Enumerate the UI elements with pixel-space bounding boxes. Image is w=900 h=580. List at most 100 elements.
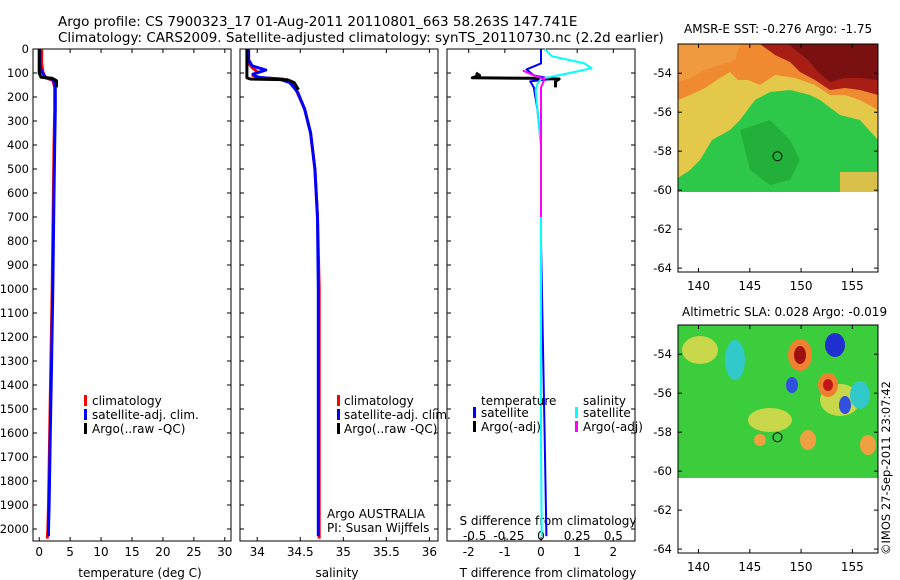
figure-title-line-1: Argo profile: CS 7900323_17 01-Aug-2011 … [58, 14, 577, 30]
sla-cyan-patch-2 [850, 381, 870, 409]
legend-label-satellite-adj: satellite-adj. clim. [344, 408, 451, 422]
sla-orange-patch-4 [754, 434, 766, 446]
map-lat-label: -58 [653, 425, 672, 439]
depth-tick-label: 1200 [0, 330, 29, 344]
depth-tick-label: 400 [7, 138, 29, 152]
x-tick-label: 35.5 [373, 545, 400, 559]
temperature-panel-frame [32, 48, 232, 542]
x-tick-label: 20 [155, 545, 170, 559]
depth-tick-label: 500 [7, 162, 29, 176]
depth-tick-label: 1000 [0, 282, 29, 296]
x-tick-label-top: -0.5 [463, 529, 486, 543]
depth-tick-label: 900 [7, 258, 29, 272]
depth-tick-label: 1400 [0, 378, 29, 392]
sla-orange-patch-5 [860, 435, 876, 455]
difference-xlabel: T difference from climatology [459, 566, 637, 580]
sla-blue-patch-3 [786, 377, 798, 393]
legend-label-argo-s: Argo(-adj) [583, 420, 643, 434]
sla-red-patch-1 [794, 346, 806, 364]
legend-swatch-satellite-t [473, 407, 476, 418]
sla-blue-patch-1 [825, 333, 845, 357]
sla-map-title: Altimetric SLA: 0.028 Argo: -0.019 [682, 305, 887, 319]
profile-line-salinity-argo-adj- [522, 69, 546, 217]
legend-swatch-satellite-adj [84, 409, 87, 420]
map-axes: -54 -56 -58 -60 -62 -64 140 145 150 155 -54 -56 -58 -… [653, 43, 879, 574]
profile-line-salinity-satellite [534, 48, 593, 537]
x-tick-label: -2 [463, 545, 475, 559]
depth-tick-label: 100 [7, 66, 29, 80]
map-frame [677, 324, 879, 554]
x-tick-label: 2 [609, 545, 617, 559]
legend-swatch-argo [84, 423, 87, 434]
salinity-xlabel: salinity [315, 566, 358, 580]
map-lon-label: 150 [790, 560, 813, 574]
map-lon-label: 150 [790, 279, 813, 293]
map-lon-label: 155 [841, 560, 864, 574]
map-lat-label: -64 [653, 261, 672, 275]
legend-swatch-satellite-adj [337, 409, 340, 420]
depth-tick-label: 600 [7, 186, 29, 200]
argo-location-marker [772, 432, 783, 443]
sla-orange-patch-3 [800, 430, 816, 450]
map-lat-label: -60 [653, 464, 672, 478]
sst-cool-patch [740, 120, 800, 185]
profile-line-argo-raw-qc- [245, 49, 300, 91]
x-tick-label: 15 [124, 545, 139, 559]
x-tick-label: 34 [250, 545, 265, 559]
map-lat-label: -62 [653, 222, 672, 236]
depth-tick-label: 0 [22, 42, 29, 56]
legend-swatch-climatology [84, 395, 87, 406]
legend-label-argo-t: Argo(-adj) [481, 420, 541, 434]
depth-tick-label: 1800 [0, 474, 29, 488]
depth-tick-label: 1100 [0, 306, 29, 320]
x-tick-label: 35 [336, 545, 351, 559]
depth-tick-label: 1700 [0, 450, 29, 464]
map-lon-label: 140 [687, 560, 710, 574]
profile-line-satellite-adj-clim- [247, 49, 320, 537]
x-tick-label-top: 0.5 [604, 529, 623, 543]
legend-swatch-argo-s [575, 421, 578, 432]
x-tick-label: 10 [93, 545, 108, 559]
depth-tick-label: 200 [7, 90, 29, 104]
map-lon-label: 155 [841, 279, 864, 293]
sst-warm-south-band [840, 172, 878, 192]
legend-label-satellite-adj: satellite-adj. clim. [92, 408, 199, 422]
x-tick-label: 1 [573, 545, 581, 559]
legend-label-satellite-s: satellite [583, 406, 631, 420]
x-tick-label: 0 [35, 545, 43, 559]
sla-blue-patch-2 [839, 396, 851, 414]
legend-swatch-climatology [337, 395, 340, 406]
depth-tick-label: 1600 [0, 426, 29, 440]
sst-warm-west-region [678, 44, 740, 82]
difference-xlabel-top: S difference from climatology [460, 514, 637, 528]
map-lat-label: -56 [653, 105, 672, 119]
sst-map-title: AMSR-E SST: -0.276 Argo: -1.75 [684, 22, 872, 36]
x-tick-label-top: -0.25 [493, 529, 524, 543]
map-lat-label: -54 [653, 347, 672, 361]
profile-line-satellite-adj-clim- [38, 49, 57, 537]
depth-tick-label: 800 [7, 234, 29, 248]
x-tick-label-top: 0.25 [564, 529, 591, 543]
map-lon-label: 140 [687, 279, 710, 293]
x-tick-label: 5 [66, 545, 74, 559]
credit-line-2: PI: Susan Wijffels [327, 521, 429, 535]
legend-label-climatology: climatology [92, 394, 162, 408]
legend-label-satellite-t: satellite [481, 406, 529, 420]
depth-tick-label: 300 [7, 114, 29, 128]
temperature-legend: climatology satellite-adj. clim. Argo(..… [84, 394, 199, 436]
legend-label-argo: Argo(..raw -QC) [92, 422, 185, 436]
sla-yellow-patch-1 [682, 336, 718, 364]
legend-label-climatology: climatology [344, 394, 414, 408]
difference-legend: temperature salinity satellite Argo(-adj… [473, 394, 643, 434]
salinity-panel-frame [239, 48, 439, 542]
sst-map [678, 44, 878, 192]
map-lat-label: -64 [653, 542, 672, 556]
map-lat-label: -56 [653, 386, 672, 400]
x-tick-label: 34.5 [287, 545, 314, 559]
depth-tick-label: 700 [7, 210, 29, 224]
profile-line-temperature-satellite [525, 49, 553, 537]
profile-lines [37, 48, 593, 539]
axis-ticks: 0100200300400500600700800900100011001200… [0, 42, 635, 559]
profile-line-argo-raw-qc- [37, 49, 58, 88]
